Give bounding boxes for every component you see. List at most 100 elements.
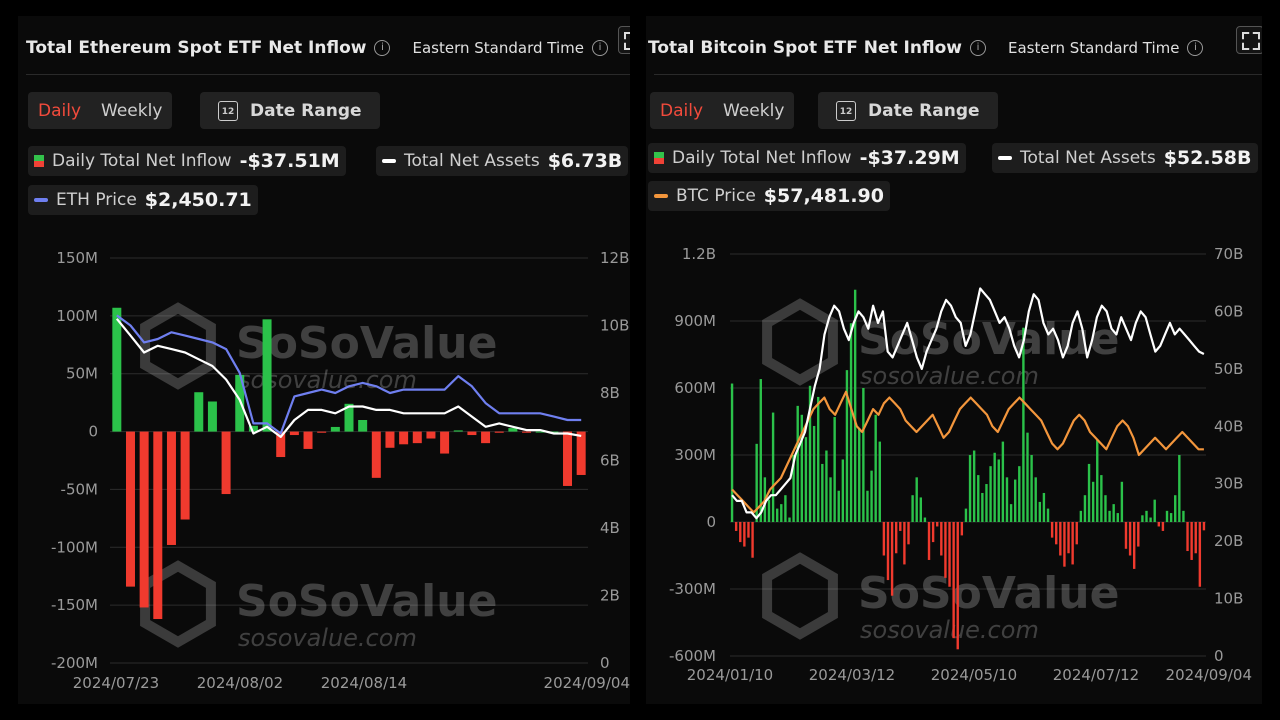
inflow-bar: [1108, 510, 1111, 522]
inflow-bar: [1079, 510, 1083, 522]
btc-inflow-chart: 1.2B 900M 600M 300M 0 -300M -600M 70B 60B 50B 40B 3…: [669, 245, 1252, 684]
inflow-bar: [371, 431, 381, 478]
inflow-bar: [1116, 513, 1119, 522]
inflow-bar: [821, 463, 824, 522]
x-tick-label: 2024/09/04: [544, 674, 630, 692]
inflow-bar: [829, 477, 832, 522]
header-divider: [654, 74, 1262, 75]
inflow-bar: [734, 522, 738, 531]
inflow-bar: [817, 396, 820, 522]
inflow-bar: [1005, 477, 1009, 522]
date-range-button[interactable]: 12 Date Range: [200, 92, 380, 129]
inflow-bar: [207, 401, 217, 432]
legend-inflow-label: Daily Total Net Inflow: [52, 151, 232, 171]
x-tick-label: 2024/07/23: [73, 674, 159, 692]
legend-inflow[interactable]: Daily Total Net Inflow -$37.51M: [28, 146, 346, 176]
fullscreen-icon[interactable]: [1236, 26, 1262, 54]
inflow-bar: [985, 484, 988, 522]
legend-price[interactable]: ETH Price $2,450.71: [28, 185, 258, 215]
inflow-bar: [968, 455, 972, 522]
x-tick-label: 2024/07/12: [1053, 666, 1139, 684]
inflow-bar: [845, 370, 849, 522]
inflow-bar: [989, 466, 992, 522]
date-range-button[interactable]: 12 Date Range: [818, 92, 998, 129]
inflow-bar: [221, 431, 231, 495]
inflow-bar: [775, 508, 779, 522]
y-left-tick-label: 0: [88, 423, 98, 441]
inflow-bar: [399, 431, 409, 445]
inflow-bar: [993, 452, 996, 522]
btc-timezone: Eastern Standard Time: [1007, 39, 1180, 57]
inflow-bar: [112, 307, 122, 432]
inflow-bar: [899, 522, 902, 531]
inflow-bar: [759, 379, 762, 522]
eth-timezone: Eastern Standard Time: [412, 39, 584, 57]
inflow-bar: [1128, 522, 1132, 556]
y-left-tick-label: 50M: [66, 365, 98, 383]
legend-inflow[interactable]: Daily Total Net Inflow -$37.29M: [648, 143, 966, 173]
inflow-bar: [858, 428, 861, 522]
y-right-tick-label: 20B: [1214, 532, 1243, 550]
inflow-bar: [792, 455, 795, 522]
inflow-bar: [467, 431, 477, 436]
sosovalue-logo-icon: [762, 552, 838, 640]
total-net-assets-line: [115, 318, 582, 438]
inflow-swatch-icon: [654, 152, 664, 164]
info-icon[interactable]: i: [591, 40, 608, 56]
inflow-bar: [862, 388, 865, 522]
inflow-bar: [426, 431, 436, 439]
inflow-bar: [262, 319, 272, 432]
inflow-bar: [1030, 455, 1033, 522]
y-left-tick-label: 150M: [56, 249, 98, 267]
y-left-tick-label: 1.2B: [682, 245, 716, 263]
inflow-swatch-icon: [34, 155, 44, 167]
calendar-icon: 12: [218, 100, 238, 121]
x-tick-label: 2024/09/04: [1166, 666, 1252, 684]
tab-daily[interactable]: Daily: [38, 100, 82, 121]
legend-assets[interactable]: Total Net Assets $52.58B: [992, 143, 1258, 173]
price-swatch-icon: [34, 198, 48, 202]
inflow-bar: [911, 495, 914, 522]
inflow-bar: [804, 437, 808, 522]
y-right-tick-label: 8B: [600, 384, 620, 402]
assets-swatch-icon: [998, 156, 1012, 160]
inflow-bar: [780, 504, 783, 522]
inflow-bar: [788, 517, 791, 522]
tab-daily[interactable]: Daily: [660, 100, 704, 121]
inflow-bar: [1022, 327, 1025, 522]
y-left-tick-label: -600M: [669, 647, 716, 665]
inflow-bar: [812, 425, 816, 522]
tab-weekly[interactable]: Weekly: [101, 100, 163, 121]
legend-assets[interactable]: Total Net Assets $6.73B: [376, 146, 629, 176]
legend-price[interactable]: BTC Price $57,481.90: [648, 181, 890, 211]
inflow-bar: [1001, 441, 1005, 522]
inflow-bar: [874, 414, 877, 522]
inflow-bar: [972, 450, 976, 522]
inflow-bar: [931, 522, 935, 543]
inflow-bar: [1013, 479, 1017, 522]
info-icon[interactable]: i: [969, 40, 986, 56]
header-divider: [26, 74, 630, 75]
inflow-bar: [1038, 501, 1042, 522]
watermark-brand: SoSoValue: [236, 576, 497, 627]
inflow-bar: [849, 323, 853, 522]
inflow-bar: [960, 522, 964, 536]
y-right-tick-label: 50B: [1214, 360, 1243, 378]
calendar-icon: 12: [836, 100, 856, 121]
info-icon[interactable]: i: [374, 40, 391, 56]
inflow-bar: [808, 385, 812, 522]
assets-swatch-icon: [382, 159, 396, 163]
inflow-bar: [494, 431, 504, 433]
tab-weekly[interactable]: Weekly: [723, 100, 785, 121]
inflow-bar: [767, 499, 771, 522]
watermark-site: sosovalue.com: [860, 362, 1039, 390]
inflow-bar: [1169, 513, 1173, 522]
inflow-bar: [180, 431, 190, 520]
inflow-bar: [1034, 477, 1037, 522]
inflow-bar: [1198, 522, 1202, 587]
y-left-tick-label: 300M: [674, 446, 716, 464]
fullscreen-icon[interactable]: [618, 26, 630, 54]
price-swatch-icon: [654, 194, 668, 198]
info-icon[interactable]: i: [1187, 40, 1204, 56]
